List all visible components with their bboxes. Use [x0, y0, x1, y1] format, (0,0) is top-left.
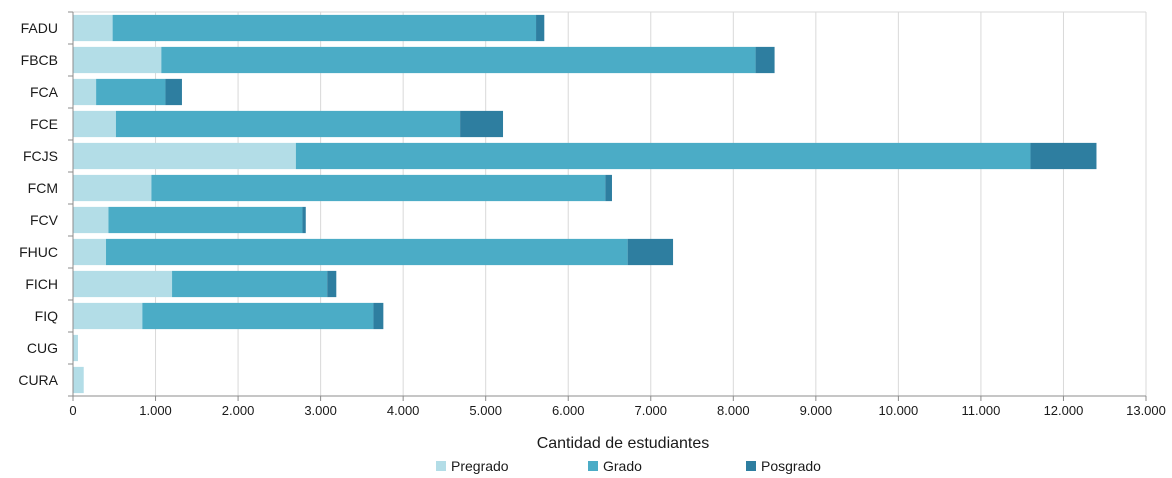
- gridlines: [73, 11, 1147, 396]
- bar-fhuc-posgrado: [627, 238, 674, 266]
- bar-fcjs-grado: [295, 142, 1031, 170]
- legend-label-posgrado: Posgrado: [761, 458, 821, 474]
- bar-fbcb-pregrado: [73, 46, 162, 74]
- x-tick-label: 9.000: [800, 403, 833, 418]
- y-category-label: CUG: [27, 340, 58, 356]
- y-category-label: FHUC: [19, 244, 58, 260]
- bar-fbcb-grado: [161, 46, 756, 74]
- bar-fhuc-pregrado: [73, 238, 107, 266]
- bar-fce-pregrado: [73, 110, 116, 138]
- bar-fiq-grado: [142, 302, 374, 330]
- x-tick-label: 13.000: [1126, 403, 1166, 418]
- bar-fadu-posgrado: [536, 14, 545, 42]
- bar-fiq-posgrado: [373, 302, 384, 330]
- legend-swatch-posgrado: [746, 461, 756, 471]
- bar-fca-posgrado: [165, 78, 182, 106]
- bars: [73, 14, 1097, 394]
- legend-swatch-grado: [588, 461, 598, 471]
- bar-cura-pregrado: [73, 366, 84, 394]
- bar-fce-posgrado: [460, 110, 504, 138]
- x-tick-label: 7.000: [634, 403, 667, 418]
- x-tick-label: 8.000: [717, 403, 750, 418]
- x-tick-label: 4.000: [387, 403, 420, 418]
- x-tick-label: 1.000: [139, 403, 172, 418]
- bar-fbcb-posgrado: [755, 46, 775, 74]
- bar-fiq-pregrado: [73, 302, 143, 330]
- bar-fcm-grado: [151, 174, 606, 202]
- x-tick-label: 10.000: [879, 403, 919, 418]
- y-category-label: FBCB: [21, 52, 58, 68]
- y-category-label: FCJS: [23, 148, 58, 164]
- x-tick-label: 12.000: [1044, 403, 1084, 418]
- legend-swatch-pregrado: [436, 461, 446, 471]
- y-category-label: FCA: [30, 84, 59, 100]
- bar-fcv-posgrado: [302, 206, 306, 234]
- bar-fadu-pregrado: [73, 14, 113, 42]
- y-category-label: FCE: [30, 116, 58, 132]
- legend-label-pregrado: Pregrado: [451, 458, 509, 474]
- axes: 0 1.000 2.000 3.000 4.000 5.000 6.000 7.000 8.00…: [18, 11, 1166, 418]
- bar-fich-posgrado: [327, 270, 337, 298]
- y-category-label: FCV: [30, 212, 59, 228]
- x-tick-label: 3.000: [304, 403, 337, 418]
- y-category-label: FIQ: [35, 308, 58, 324]
- bar-fcm-pregrado: [73, 174, 152, 202]
- legend: Pregrado Grado Posgrado: [436, 458, 821, 474]
- bar-fcjs-pregrado: [73, 142, 296, 170]
- x-tick-label: 6.000: [552, 403, 585, 418]
- legend-label-grado: Grado: [603, 458, 642, 474]
- y-category-label: FCM: [28, 180, 58, 196]
- bar-fcm-posgrado: [605, 174, 612, 202]
- bar-fich-pregrado: [73, 270, 173, 298]
- bar-fadu-grado: [112, 14, 537, 42]
- y-category-label: FICH: [25, 276, 58, 292]
- bar-fca-grado: [96, 78, 166, 106]
- x-tick-label: 2.000: [222, 403, 255, 418]
- bar-cug-pregrado: [73, 334, 78, 362]
- bar-fcjs-posgrado: [1030, 142, 1097, 170]
- bar-fhuc-grado: [106, 238, 628, 266]
- y-category-label: CURA: [18, 372, 58, 388]
- bar-fca-pregrado: [73, 78, 97, 106]
- x-tick-label: 0: [69, 403, 76, 418]
- x-tick-label: 5.000: [469, 403, 502, 418]
- y-category-label: FADU: [21, 20, 58, 36]
- bar-fich-grado: [172, 270, 328, 298]
- bar-fcv-pregrado: [73, 206, 109, 234]
- bar-fce-grado: [115, 110, 461, 138]
- bar-fcv-grado: [108, 206, 303, 234]
- x-axis-title: Cantidad de estudiantes: [537, 435, 710, 452]
- x-tick-label: 11.000: [962, 403, 1001, 418]
